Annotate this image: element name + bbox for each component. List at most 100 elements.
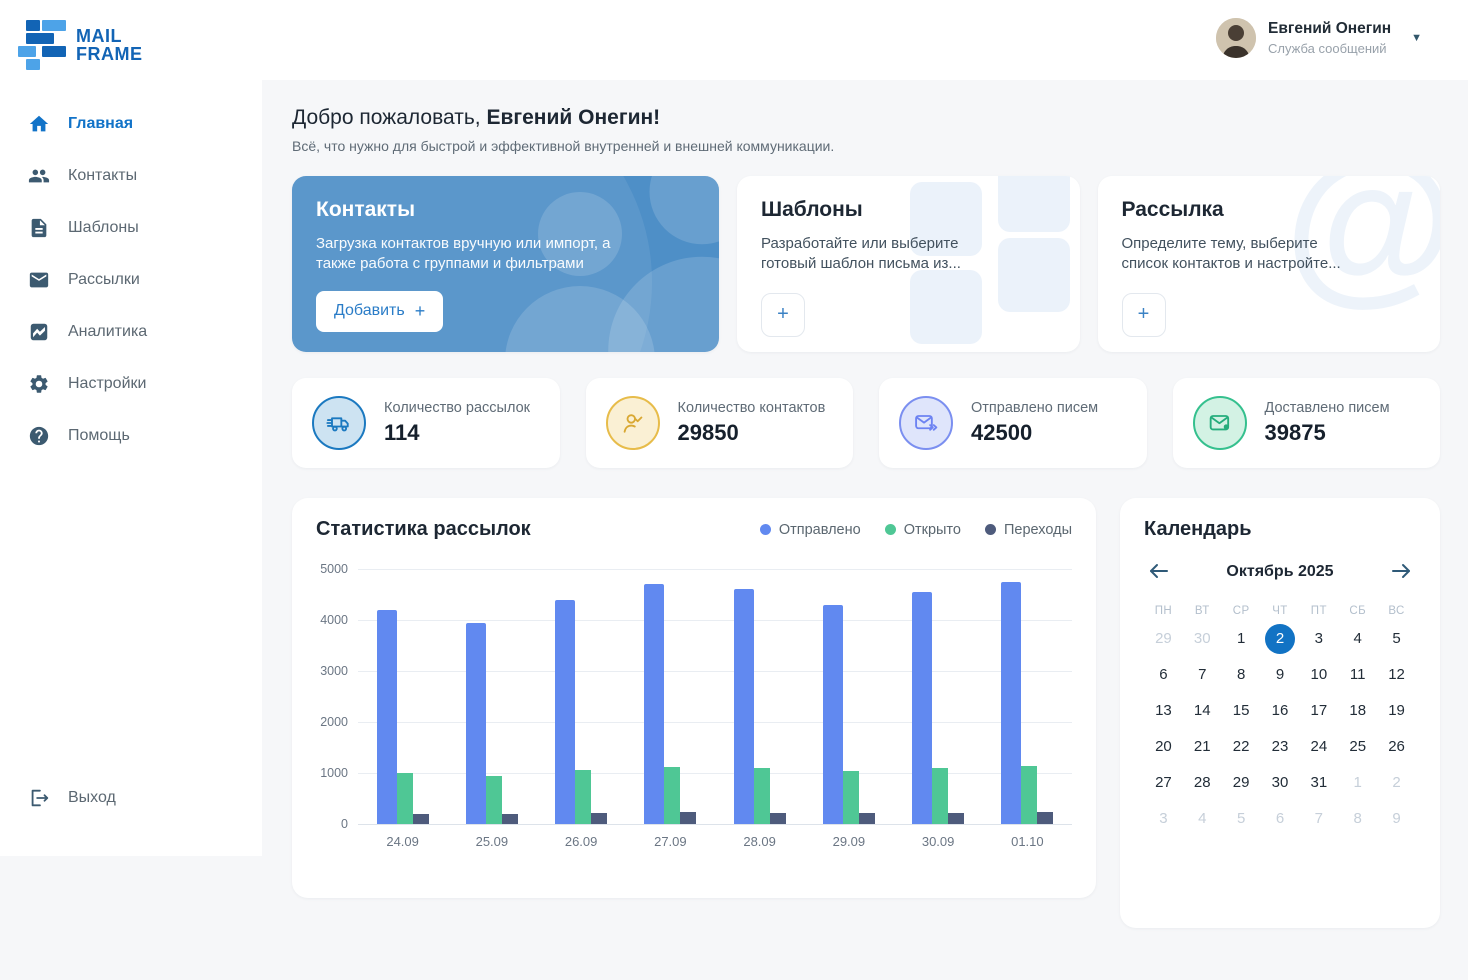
bar-Переходы[interactable] [948,813,965,824]
calendar-day[interactable]: 17 [1310,702,1328,719]
calendar-day[interactable]: 12 [1388,666,1405,683]
calendar-day[interactable]: 19 [1388,702,1405,719]
calendar-day[interactable]: 20 [1155,738,1172,755]
calendar-day[interactable]: 7 [1314,810,1324,827]
calendar-day[interactable]: 11 [1349,666,1366,683]
main-content: Добро пожаловать, Евгений Онегин! Всё, ч… [262,80,1468,980]
mailing-card-description: Определите тему, выберите список контакт… [1121,235,1341,273]
calendar-day[interactable]: 21 [1193,738,1211,755]
sidebar-item-home[interactable]: Главная [0,98,262,150]
calendar-day[interactable]: 3 [1314,630,1324,647]
calendar-day[interactable]: 29 [1232,774,1250,791]
calendar-day[interactable]: 14 [1193,702,1211,719]
bar-Отправлено[interactable] [376,610,397,824]
bar-Отправлено[interactable] [822,605,843,824]
x-tick-label: 28.09 [743,834,776,849]
page-title: Добро пожаловать, Евгений Онегин! [292,106,661,129]
calendar-day[interactable]: 28 [1193,774,1211,791]
bar-Открыто[interactable] [575,770,592,824]
calendar-day[interactable]: 2 [1261,623,1300,654]
x-tick-label: 30.09 [921,834,955,849]
mail-sent-icon [899,396,953,450]
stat-cards-row: Количество рассылок 114 Количество контакт… [292,378,1440,468]
bar-Отправлено[interactable] [1001,582,1022,824]
user-menu[interactable]: Евгений Онегин Служба сообщений ▼ [1216,18,1422,58]
calendar-day[interactable]: 4 [1198,810,1207,827]
calendar-day[interactable]: 6 [1159,666,1168,683]
calendar-day[interactable]: 2 [1392,774,1401,791]
help-icon [28,425,50,447]
bar-Переходы[interactable] [501,814,518,824]
calendar-day[interactable]: 8 [1236,666,1246,683]
calendar-day[interactable]: 13 [1155,702,1172,719]
calendar-day[interactable]: 29 [1155,630,1172,647]
calendar-day[interactable]: 1 [1353,774,1362,791]
calendar-day[interactable]: 24 [1310,738,1328,755]
calendar-day[interactable]: 15 [1232,702,1250,719]
sidebar-item-templates[interactable]: Шаблоны [0,202,262,254]
templates-icon [28,217,50,239]
templates-card: Шаблоны Разработайте или выберите готовы… [737,176,1080,352]
bar-group [447,569,536,824]
chevron-down-icon[interactable]: ▼ [1411,32,1422,44]
calendar-day[interactable]: 22 [1232,738,1250,755]
bar-Открыто[interactable] [664,767,681,824]
bar-Открыто[interactable] [396,773,413,824]
mailing-card-title: Рассылка [1121,198,1224,221]
calendar-day[interactable]: 9 [1392,810,1401,827]
bar-Переходы[interactable] [680,812,697,824]
add-mailing-button[interactable]: + [1121,292,1166,337]
calendar-day[interactable]: 25 [1349,738,1367,755]
sidebar-item-mailings[interactable]: Рассылки [0,254,262,306]
weekday-label: СР [1232,605,1250,617]
bar-Открыто[interactable] [1021,766,1038,824]
x-tick-label: 27.09 [654,834,687,849]
y-tick-label: 0 [341,817,348,831]
mail-delivered-icon [1192,396,1247,450]
bar-Переходы[interactable] [412,814,429,824]
calendar-day[interactable]: 31 [1310,774,1328,791]
calendar-day[interactable]: 27 [1155,774,1172,791]
bar-Отправлено[interactable] [555,600,576,824]
calendar-day[interactable]: 1 [1236,630,1246,647]
bar-Переходы[interactable] [591,813,608,824]
calendar-day[interactable]: 16 [1271,702,1289,719]
bar-Открыто[interactable] [485,776,502,824]
calendar-day[interactable]: 5 [1236,810,1246,827]
calendar-day[interactable]: 4 [1353,630,1362,647]
sidebar-item-help[interactable]: Помощь [0,410,262,462]
calendar-day[interactable]: 8 [1353,810,1362,827]
bar-Открыто[interactable] [932,768,949,824]
bar-Переходы[interactable] [769,813,786,824]
bar-Открыто[interactable] [842,771,859,824]
sidebar-item-analytics[interactable]: Аналитика [0,306,262,358]
calendar-day[interactable]: 5 [1392,630,1401,647]
calendar-day[interactable]: 6 [1275,810,1285,827]
stat-card: Отправлено писем 42500 [879,378,1147,468]
calendar-day[interactable]: 30 [1271,774,1289,791]
bar-Отправлено[interactable] [644,584,665,824]
calendar-day[interactable]: 18 [1349,702,1367,719]
sidebar-item-settings[interactable]: Настройки [0,358,262,410]
sidebar-item-logout[interactable]: Выход [0,778,262,818]
bar-Переходы[interactable] [858,813,875,824]
gridline [358,670,1072,672]
bar-Отправлено[interactable] [733,589,754,824]
calendar-day[interactable]: 3 [1159,810,1168,827]
bar-Отправлено[interactable] [912,592,933,824]
calendar-day[interactable]: 9 [1275,666,1285,683]
calendar-day[interactable]: 7 [1198,666,1207,683]
sidebar-item-contacts[interactable]: Контакты [0,150,262,202]
calendar-day[interactable]: 23 [1271,738,1289,755]
bar-Открыто[interactable] [753,768,770,824]
calendar-day[interactable]: 26 [1388,738,1405,755]
calendar-next-month-icon[interactable] [1390,563,1412,581]
bar-Отправлено[interactable] [465,623,486,824]
add-template-button[interactable]: + [761,292,805,337]
calendar-day[interactable]: 30 [1193,630,1211,647]
add-contacts-button[interactable]: Добавить + [316,290,444,332]
bar-Переходы[interactable] [1037,812,1054,824]
calendar-day[interactable]: 10 [1310,666,1328,683]
mailings-icon [28,269,50,291]
calendar-prev-month-icon[interactable] [1148,563,1170,581]
